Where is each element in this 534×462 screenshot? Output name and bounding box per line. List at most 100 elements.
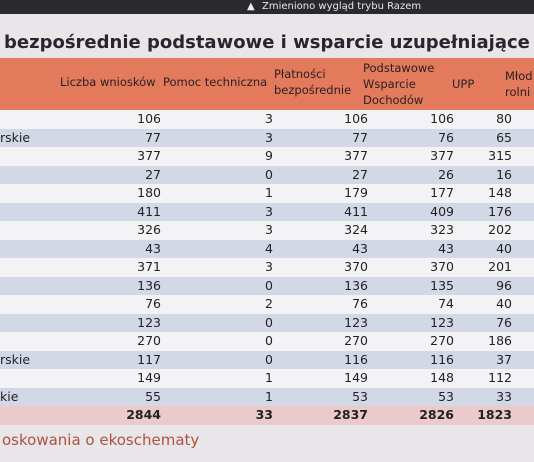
table-cell: 40 [496,240,512,256]
table-cell: 377 [137,148,161,163]
table-row: 136 0 136 135 96 [0,276,534,295]
table-row: rskie 117 0 116 116 37 [0,350,534,369]
banner: ▲ Zmieniono wygląd trybu Razem [0,0,534,14]
column-header: UPP [452,77,475,91]
table-row: 411 3 411 409 176 [0,202,534,221]
table-cell: 3 [265,203,273,219]
table-cell: 179 [344,185,368,200]
table-header: Liczba wniosków Pomoc techniczna Płatnoś… [0,58,534,110]
table-cell: 37 [496,351,512,367]
table-cell: 80 [496,111,512,126]
table-cell: 1 [265,185,273,200]
table-cell: 4 [265,240,273,256]
table-cell: 27 [352,166,368,182]
table-cell: 16 [496,166,512,182]
table-cell: 411 [344,203,368,219]
table-cell: 371 [137,259,161,274]
table-cell: 53 [438,388,454,404]
table-cell: 123 [137,314,161,330]
table-cell: 176 [488,203,512,219]
table-cell: 323 [430,222,454,237]
table-cell: 9 [265,148,273,163]
table-cell: 0 [265,333,273,348]
table-cell: 0 [265,314,273,330]
table-cell: 136 [344,277,368,293]
table-cell: 53 [352,388,368,404]
banner-text: Zmieniono wygląd trybu Razem [262,1,422,12]
table-cell: 377 [430,148,454,163]
row-label: rskie [0,129,31,145]
table-cell: 1 [265,370,273,385]
column-header: Płatności bezpośrednie [274,67,352,97]
table-cell: 409 [430,203,454,219]
table-cell: 106 [430,111,454,126]
table-row: 123 0 123 123 76 [0,313,534,332]
table-row: 377 9 377 377 315 [0,147,534,166]
table-cell: 0 [265,277,273,293]
table-cell: 76 [352,296,368,311]
total-cell: 1823 [477,407,512,422]
table-row: 106 3 106 106 80 [0,110,534,129]
table-cell: 0 [265,166,273,182]
table-cell: 27 [145,166,161,182]
table-cell: 270 [344,333,368,348]
table-cell: 43 [145,240,161,256]
table-cell: 74 [438,296,454,311]
column-header: Pomoc techniczna [163,75,268,89]
total-cell: 2826 [419,407,454,422]
table-cell: 33 [496,388,512,404]
row-label: kie [0,388,19,404]
table-cell: 77 [352,129,368,145]
table-row: kie 55 1 53 53 33 [0,387,534,406]
table-row: 43 4 43 43 40 [0,239,534,258]
table-cell: 186 [488,333,512,348]
table-cell: 202 [488,222,512,237]
table-row: 371 3 370 370 201 [0,258,534,277]
table-cell: 123 [430,314,454,330]
table-cell: 116 [344,351,368,367]
table-row: 326 3 324 323 202 [0,221,534,240]
table-cell: 55 [145,388,161,404]
table-cell: 106 [344,111,368,126]
column-header: Młod rolni [505,69,533,99]
table-row: rskie 77 3 77 76 65 [0,128,534,147]
table-cell: 324 [344,222,368,237]
table-cell: 148 [430,370,454,385]
table-cell: 2 [265,296,273,311]
table-cell: 3 [265,222,273,237]
row-label: rskie [0,351,31,367]
table-cell: 106 [137,111,161,126]
table-cell: 1 [265,388,273,404]
table-cell: 3 [265,259,273,274]
table-row: 270 0 270 270 186 [0,332,534,351]
table-cell: 411 [137,203,161,219]
table-row: 180 1 179 177 148 [0,184,534,203]
table-cell: 270 [430,333,454,348]
table-cell: 0 [265,351,273,367]
title: bezpośrednie podstawowe i wsparcie uzupe… [4,32,530,53]
table-cell: 112 [488,370,512,385]
table-cell: 315 [488,148,512,163]
table-cell: 270 [137,333,161,348]
table-cell: 77 [145,129,161,145]
table-cell: 135 [430,277,454,293]
warning-icon: ▲ [247,1,255,12]
column-header: Liczba wniosków [60,75,156,89]
table-cell: 26 [438,166,454,182]
column-header: Podstawowe Wsparcie Dochodów [363,61,435,107]
table-cell: 370 [344,259,368,274]
total-cell: 33 [255,407,273,422]
table-cell: 177 [430,185,454,200]
table-cell: 3 [265,111,273,126]
table-cell: 43 [352,240,368,256]
footer-text: oskowania o ekoschematy [2,431,200,449]
table-cell: 43 [438,240,454,256]
table-cell: 40 [496,296,512,311]
table-row: 149 1 149 148 112 [0,369,534,388]
table-cell: 149 [137,370,161,385]
table-cell: 136 [137,277,161,293]
total-cell: 2837 [333,407,368,422]
table-cell: 123 [344,314,368,330]
table-cell: 76 [438,129,454,145]
